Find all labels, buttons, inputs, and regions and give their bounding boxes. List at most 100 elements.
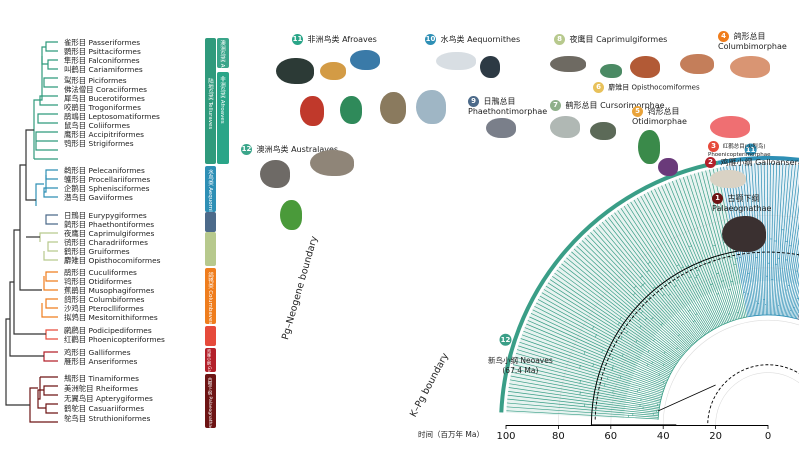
order-cladogram: 雀形目 Passeriformes 鹦形目 Psittaciformes 隼形目 F… bbox=[0, 0, 240, 456]
neoaves-label: 新鸟小纲 Neoaves (67.4 Ma) bbox=[488, 356, 553, 376]
order-label: 鹃形目 Cuculiformes bbox=[64, 268, 137, 277]
order-label: 隼形目 Falconiformes bbox=[64, 56, 140, 65]
order-label: 鸮形目 Strigiformes bbox=[64, 139, 134, 148]
clade-tag-galloanserae: 2 鸡雁小纲 Galloanserae bbox=[705, 157, 799, 168]
bird-galloanserae-duck bbox=[710, 170, 746, 188]
band-palaeognathae: 古颚下纲 Palaeognathae bbox=[205, 374, 216, 428]
order-label: 红鹳目 Phoenicopteriformes bbox=[64, 335, 165, 344]
clade-badge-11: 11 bbox=[292, 34, 303, 45]
order-label: 雀形目 Passeriformes bbox=[64, 38, 140, 47]
band-phoenicopterimorphae bbox=[205, 326, 216, 346]
order-label: 犀鸟目 Bucerotiformes bbox=[64, 94, 145, 103]
clade-tag-phoenicopterimorphae: 3 红鹳总目(火烈鸟) Phoenicopterimorphae bbox=[708, 141, 798, 159]
band-phaethontimorphae bbox=[205, 212, 216, 232]
order-label: 咬鹃目 Trogoniformes bbox=[64, 103, 141, 112]
order-label: 鹤形目 Gruiformes bbox=[64, 247, 130, 256]
order-label: 麝雉目 Opisthocomiformes bbox=[64, 256, 161, 265]
clade-label-phaethontimorphae: 日鳽总目 Phaethontimorphae bbox=[468, 97, 547, 116]
clade-badge-9: 9 bbox=[468, 96, 479, 107]
order-label: 鹈形目 Pelecaniformes bbox=[64, 166, 145, 175]
clade-badge-6: 6 bbox=[593, 82, 604, 93]
band-columbaves: 鸽鸨类 Columbaves bbox=[205, 268, 216, 324]
bird-afroaves-hornbill bbox=[276, 58, 314, 84]
order-label: 美洲鸵目 Rheiformes bbox=[64, 384, 138, 393]
band-galloanserae: 鸡雁小纲 Galloanserae bbox=[205, 348, 216, 372]
bird-palaeognathae-ostrich bbox=[722, 216, 766, 252]
order-label: 鸵鸟目 Struthioniformes bbox=[64, 414, 150, 423]
order-label: 䴕形目 Piciformes bbox=[64, 76, 127, 85]
bird-aequornithes-heron bbox=[416, 90, 446, 124]
bird-cursorimorphae-crane bbox=[590, 122, 616, 140]
band-columbaves-label: 鸽鸨类 Columbaves bbox=[206, 272, 214, 324]
bird-columbimorphae-pigeon bbox=[730, 56, 770, 78]
axis-tick-label: 100 bbox=[496, 431, 515, 442]
order-label: 佛法僧目 Coraciiformes bbox=[64, 85, 147, 94]
order-label: 沙鸡目 Pteroclliformes bbox=[64, 304, 144, 313]
band-afroaves-label: 非洲鸟类 Afroaves bbox=[218, 76, 226, 124]
axis-tick-label: 80 bbox=[552, 431, 565, 442]
timetree-panel: 100 80 60 40 20 0 11 10 9 8 7 6 5 4 3 2 1 12 11 非洲鸟类 Afro… bbox=[240, 0, 799, 456]
band-palaeognathae-label: 古颚下纲 Palaeognathae bbox=[206, 377, 212, 430]
bird-aequornithes-pelican bbox=[436, 52, 476, 70]
order-label: 拟鹑目 Mesitornithiformes bbox=[64, 313, 158, 322]
bird-phoenicopterimorphae-flamingo bbox=[710, 116, 750, 138]
clade-label-aequornithes: 水鸟类 Aequornithes bbox=[441, 35, 521, 44]
clade-tag-palaeognathae: 1 古颚下纲 Palaeognathae bbox=[712, 193, 792, 213]
bird-afroaves-kingfisher bbox=[320, 62, 346, 80]
order-label: 蕉鹃目 Musophagiformes bbox=[64, 286, 154, 295]
axis-tick-label: 0 bbox=[765, 431, 771, 442]
order-label: 䳍形目 Tinamiformes bbox=[64, 374, 139, 383]
clade-label-caprimulgiformes: 夜鹰目 Caprimulgiformes bbox=[570, 35, 668, 44]
clade-label-opisthocomiformes: 麝雉目 Opisthocomiformes bbox=[608, 84, 699, 92]
clade-tag-otidimorphae: 5 鸨形总目 Otidimorphae bbox=[632, 106, 708, 126]
clade-badge-7: 7 bbox=[550, 100, 561, 111]
bird-australaves-parrot bbox=[280, 200, 302, 230]
order-label: 鹃鴗目 Leptosomatiformes bbox=[64, 112, 160, 121]
order-label: 鸡形目 Galliformes bbox=[64, 348, 131, 357]
axis-tick-label: 20 bbox=[709, 431, 722, 442]
bird-phaethontimorphae-sunbittern bbox=[486, 118, 516, 138]
order-label: 䴙䴘目 Podicipediformes bbox=[64, 326, 152, 335]
clade-badge-4: 4 bbox=[718, 31, 729, 42]
order-label: 叫鹤目 Cariamiformes bbox=[64, 65, 143, 74]
clade-badge-10: 10 bbox=[425, 34, 436, 45]
bird-afroaves-trogon bbox=[300, 96, 324, 126]
band-telluraves-label: 陆地鸟类 Telluraves bbox=[206, 78, 214, 129]
order-label: 潜鸟目 Gaviiformes bbox=[64, 193, 133, 202]
clade-label-galloanserae: 鸡雁小纲 Galloanserae bbox=[721, 158, 799, 167]
order-label: 鹰形目 Accipitriformes bbox=[64, 130, 144, 139]
bird-afroaves-roller bbox=[350, 50, 380, 70]
order-label: 日鳽目 Eurypygiformes bbox=[64, 211, 147, 220]
time-ring bbox=[716, 373, 799, 425]
axis-title: 时间（百万年 Ma） bbox=[418, 429, 484, 440]
band-aequornithes: 水鸟类 Aequornithes bbox=[205, 166, 216, 212]
bird-otidimorphae-cuckoo bbox=[658, 158, 678, 176]
band-afroaves: 非洲鸟类 Afroaves bbox=[217, 72, 229, 164]
clade-badge-12: 12 bbox=[241, 144, 252, 155]
clade-tag-afroaves: 11 非洲鸟类 Afroaves bbox=[292, 34, 377, 45]
order-label: 鸻形目 Charadriiformes bbox=[64, 238, 148, 247]
order-label: 企鹅目 Sphenisciformes bbox=[64, 184, 149, 193]
band-australaves: 澳洲鸟类 Australaves bbox=[217, 38, 229, 68]
clade-badge-8: 8 bbox=[554, 34, 565, 45]
order-label: 雁形目 Anseriformes bbox=[64, 357, 137, 366]
order-label: 鹲形目 Phaethontiformes bbox=[64, 220, 154, 229]
clade-tag-aequornithes: 10 水鸟类 Aequornithes bbox=[425, 34, 520, 45]
clade-badge-3: 3 bbox=[708, 141, 719, 152]
clade-tag-opisthocomiformes: 6 麝雉目 Opisthocomiformes bbox=[593, 82, 700, 93]
axis-tick-label: 60 bbox=[604, 431, 617, 442]
bird-afroaves-bee-eater bbox=[340, 96, 362, 124]
side-number-text: 12 bbox=[501, 336, 511, 344]
order-label: 鸽形目 Columbiformes bbox=[64, 295, 145, 304]
clade-badge-5: 5 bbox=[632, 106, 643, 117]
clade-badge-2: 2 bbox=[705, 157, 716, 168]
bird-caprimulgiformes-hummingbird bbox=[600, 64, 622, 78]
order-label: 无翼鸟目 Apterygiformes bbox=[64, 394, 153, 403]
sector-fill-australaves bbox=[506, 168, 741, 419]
neoaves-label-line1: 新鸟小纲 Neoaves bbox=[488, 356, 553, 366]
axis-tick-label: 40 bbox=[657, 431, 670, 442]
band-cursorimorphae bbox=[205, 232, 216, 266]
bird-aequornithes-penguin bbox=[480, 56, 500, 78]
clade-tag-columbimorphae: 4 鸽形总目 Columbimorphae bbox=[718, 31, 796, 51]
clade-badge-1: 1 bbox=[712, 193, 723, 204]
